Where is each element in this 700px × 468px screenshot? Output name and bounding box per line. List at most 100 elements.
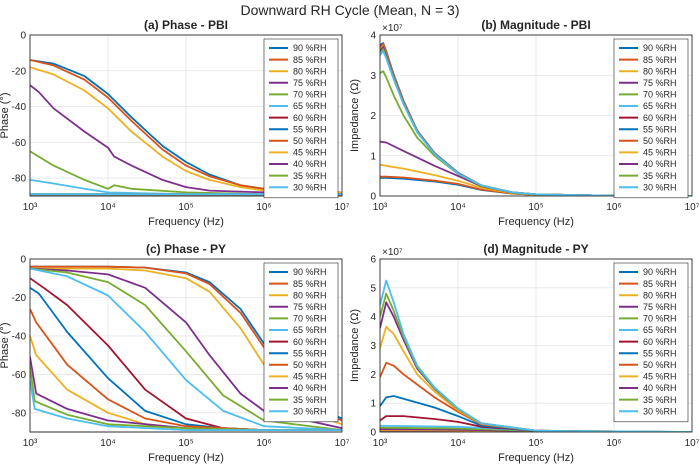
x-axis-label: Frequency (Hz) xyxy=(148,216,224,228)
legend-entry: 45 %RH xyxy=(293,372,327,382)
chart-panel-3: 10³ 10⁴ 10⁵ 10⁶ 10⁷ -80 -60 -40 -20 0 (c) Phase - … xyxy=(0,242,350,464)
legend-entry: 90 %RH xyxy=(643,267,677,277)
series-group xyxy=(380,42,692,196)
y-axis-label: Phase (°) xyxy=(0,323,11,369)
legend-entry: 40 %RH xyxy=(643,383,677,393)
x-tick-label: 10⁶ xyxy=(606,438,621,449)
legend-entry: 65 %RH xyxy=(643,101,677,111)
x-tick-label: 10⁵ xyxy=(528,202,543,213)
legend-entry: 90 %RH xyxy=(293,267,327,277)
series-line-5 xyxy=(30,267,342,431)
y-tick-label: 4 xyxy=(370,312,376,323)
panel-title: (c) Phase - PY xyxy=(146,242,226,256)
x-tick-label: 10⁶ xyxy=(256,438,271,449)
legend-entry: 70 %RH xyxy=(293,90,327,100)
panel-title: (d) Magnitude - PY xyxy=(483,242,588,256)
plot-border xyxy=(379,258,693,433)
series-line-2 xyxy=(30,59,342,194)
legend-entry: 30 %RH xyxy=(293,182,327,192)
series-line-4 xyxy=(30,267,342,430)
x-axis-label: Frequency (Hz) xyxy=(148,452,224,464)
legend-entry: 75 %RH xyxy=(643,78,677,88)
x-axis-label: Frequency (Hz) xyxy=(498,452,574,464)
legend-entry: 30 %RH xyxy=(293,406,327,416)
legend-entry: 90 %RH xyxy=(643,43,677,53)
legend-entry: 35 %RH xyxy=(643,171,677,181)
legend-entry: 80 %RH xyxy=(293,66,327,76)
legend-entry: 80 %RH xyxy=(293,290,327,300)
series-line-13 xyxy=(30,379,342,431)
legend-entry: 80 %RH xyxy=(643,290,677,300)
panel-title: (b) Magnitude - PBI xyxy=(481,18,590,32)
legend-entry: 35 %RH xyxy=(293,395,327,405)
y-tick-label: -20 xyxy=(12,66,27,77)
legend-entry: 30 %RH xyxy=(643,406,677,416)
y-tick-label: 4 xyxy=(370,31,376,42)
legend-entry: 65 %RH xyxy=(293,325,327,335)
legend-entry: 55 %RH xyxy=(643,124,677,134)
legend-entry: 35 %RH xyxy=(643,395,677,405)
legend-entry: 30 %RH xyxy=(643,182,677,192)
x-tick-label: 10⁵ xyxy=(178,438,193,449)
y-tick-label: 1 xyxy=(370,151,376,162)
legend-entry: 70 %RH xyxy=(293,314,327,324)
y-tick-label: -60 xyxy=(12,370,27,381)
x-tick-label: 10⁴ xyxy=(450,202,465,213)
legend-entry: 50 %RH xyxy=(643,136,677,146)
x-tick-label: 10⁵ xyxy=(178,202,193,213)
legend-entry: 40 %RH xyxy=(643,159,677,169)
x-tick-label: 10⁷ xyxy=(335,202,350,213)
y-tick-label: -20 xyxy=(12,293,27,304)
legend-entry: 40 %RH xyxy=(293,383,327,393)
y-axis-label: Phase (°) xyxy=(0,93,11,139)
x-tick-label: 10⁴ xyxy=(100,438,115,449)
x-tick-label: 10⁶ xyxy=(606,202,621,213)
series-group xyxy=(30,59,342,196)
y-tick-label: 1 xyxy=(370,399,376,410)
chart-panel-1: 10³ 10⁴ 10⁵ 10⁶ 10⁷ -80 -60 -40 -20 0 (a) Phase - … xyxy=(0,18,350,228)
legend-entry: 45 %RH xyxy=(293,148,327,158)
x-tick-label: 10⁴ xyxy=(100,202,115,213)
y-multiplier: ×10⁷ xyxy=(382,247,403,258)
legend-entry: 75 %RH xyxy=(293,302,327,312)
legend-entry: 60 %RH xyxy=(643,337,677,347)
y-tick-label: 2 xyxy=(370,370,376,381)
y-tick-label: 0 xyxy=(370,192,376,203)
legend-entry: 50 %RH xyxy=(293,360,327,370)
legend-entry: 50 %RH xyxy=(293,136,327,146)
y-tick-label: 0 xyxy=(20,31,26,42)
legend-entry: 40 %RH xyxy=(293,159,327,169)
y-tick-label: 0 xyxy=(370,428,376,439)
legend-entry: 85 %RH xyxy=(293,279,327,289)
series-line-13 xyxy=(380,279,692,432)
legend-entry: 85 %RH xyxy=(293,55,327,65)
legend-entry: 85 %RH xyxy=(643,55,677,65)
x-tick-label: 10⁵ xyxy=(528,438,543,449)
legend-entry: 80 %RH xyxy=(643,66,677,76)
y-tick-label: -80 xyxy=(12,174,27,185)
y-tick-label: 5 xyxy=(370,283,376,294)
panel-title: (a) Phase - PBI xyxy=(144,18,228,32)
series-line-3 xyxy=(30,66,342,194)
chart-panel-4: 10³ 10⁴ 10⁵ 10⁶ 10⁷ 0 1 2 3 4 5 6 (d) Magnitude - PY… xyxy=(349,242,700,464)
y-tick-label: 3 xyxy=(370,341,376,352)
y-tick-label: 2 xyxy=(370,111,376,122)
legend-entry: 70 %RH xyxy=(643,314,677,324)
x-tick-label: 10³ xyxy=(23,438,38,449)
legend-entry: 45 %RH xyxy=(643,372,677,382)
series-line-4 xyxy=(30,84,342,196)
x-tick-label: 10⁶ xyxy=(256,202,271,213)
y-axis-label: Impedance (Ω) xyxy=(349,79,361,152)
legend-entry: 60 %RH xyxy=(293,337,327,347)
x-tick-label: 10⁴ xyxy=(450,438,465,449)
x-tick-label: 10³ xyxy=(373,202,388,213)
y-axis-label: Impedance (Ω) xyxy=(349,309,361,382)
x-tick-label: 10⁷ xyxy=(685,202,700,213)
legend-entry: 45 %RH xyxy=(643,148,677,158)
legend-entry: 50 %RH xyxy=(643,360,677,370)
